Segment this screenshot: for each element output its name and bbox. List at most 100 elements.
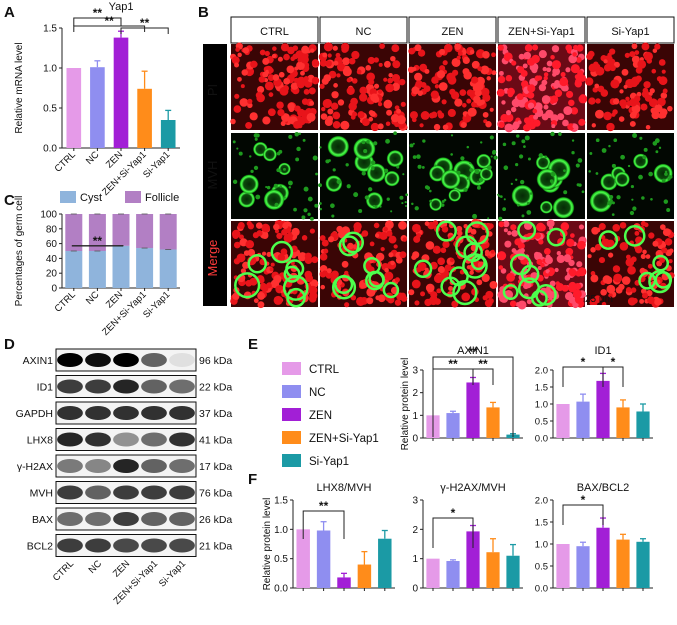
pi-nucleus xyxy=(563,254,571,262)
blot-label-id1: ID1 xyxy=(37,382,54,394)
pi-nucleus xyxy=(560,72,566,78)
mvh-speckle xyxy=(325,160,328,163)
pi-nucleus xyxy=(431,76,439,84)
pi-nucleus xyxy=(603,63,612,72)
mvh-oocyte-ring xyxy=(598,230,619,250)
pi-nucleus xyxy=(627,266,636,275)
pi-nucleus xyxy=(370,122,380,132)
pi-nucleus xyxy=(270,262,275,267)
mvh-speckle xyxy=(232,179,238,184)
blot-lane-label-ctrl: CTRL xyxy=(51,558,76,583)
significance-marker: ** xyxy=(319,499,329,513)
pi-nucleus xyxy=(573,44,579,51)
pi-nucleus xyxy=(511,60,517,66)
blot-band xyxy=(141,405,167,421)
pi-nucleus xyxy=(353,226,361,234)
blot-band xyxy=(57,352,83,368)
pi-nucleus xyxy=(327,108,334,115)
bar-cyst-si-yap1 xyxy=(159,249,177,288)
significance-marker: ** xyxy=(93,6,103,20)
pi-nucleus xyxy=(553,82,560,89)
pi-nucleus xyxy=(439,65,446,72)
pi-nucleus xyxy=(290,56,296,62)
pi-nucleus xyxy=(398,78,406,86)
bar-ctrl xyxy=(556,544,570,588)
pi-nucleus xyxy=(264,81,274,91)
column-header-box-si-yap1 xyxy=(586,16,675,44)
pi-nucleus xyxy=(497,44,504,51)
pi-nucleus xyxy=(243,250,250,256)
pi-nucleus xyxy=(531,54,540,64)
mvh-speckle xyxy=(607,200,613,206)
mvh-speckle xyxy=(422,139,426,143)
y-tick-label: 0 xyxy=(412,584,418,595)
mvh-speckle xyxy=(456,170,461,175)
blot-label-bax: BAX xyxy=(32,514,53,526)
pi-nucleus xyxy=(625,287,632,293)
pi-nucleus xyxy=(557,113,565,121)
row-label-merge: Merge xyxy=(205,240,220,277)
bar-zen-si-yap1 xyxy=(616,539,630,588)
pi-nucleus xyxy=(242,47,250,54)
pi-nucleus xyxy=(233,258,241,265)
pi-nucleus xyxy=(310,48,315,53)
mvh-speckle xyxy=(405,193,408,197)
legend-label-cyst: Cyst xyxy=(80,192,102,204)
pi-nucleus xyxy=(546,60,553,67)
pi-nucleus xyxy=(264,50,270,57)
pi-nucleus xyxy=(432,220,439,226)
pi-nucleus xyxy=(336,73,341,78)
bar-cyst-zen-si-yap1 xyxy=(136,248,154,288)
bar-nc xyxy=(446,561,460,588)
mvh-speckle xyxy=(472,213,478,219)
blot-kda-mvh: 76 kDa xyxy=(199,488,232,500)
significance-marker: * xyxy=(581,355,586,369)
bar-nc xyxy=(90,67,105,148)
pi-nucleus xyxy=(344,270,349,276)
pi-nucleus xyxy=(424,267,429,272)
pi-nucleus xyxy=(432,245,441,254)
pi-nucleus xyxy=(460,122,467,128)
pi-nucleus xyxy=(283,53,290,61)
pi-nucleus xyxy=(482,111,489,118)
bar-cyst-zen xyxy=(112,245,130,288)
mvh-speckle xyxy=(294,131,299,137)
pi-nucleus xyxy=(357,111,365,119)
pi-nucleus xyxy=(562,119,569,127)
significance-marker: ** xyxy=(105,14,115,28)
blot-band xyxy=(57,379,83,394)
pi-nucleus xyxy=(402,237,407,242)
bar-follicle-nc xyxy=(88,214,106,251)
mvh-speckle xyxy=(595,172,599,175)
blot-band xyxy=(169,352,195,368)
significance-bracket xyxy=(432,517,474,548)
pi-nucleus xyxy=(414,72,423,82)
mvh-oocyte-ring xyxy=(386,149,404,168)
mvh-speckle xyxy=(396,165,400,169)
significance-marker: * xyxy=(451,506,456,520)
bar-zen-si-yap1 xyxy=(486,552,500,588)
pi-nucleus xyxy=(625,258,635,267)
pi-nucleus xyxy=(575,56,582,63)
mvh-speckle xyxy=(490,155,493,158)
pi-nucleus xyxy=(537,265,542,271)
pi-nucleus xyxy=(629,78,636,85)
pi-nucleus xyxy=(469,270,474,275)
y-tick-label: 0.5 xyxy=(43,104,57,115)
mvh-speckle xyxy=(434,164,437,167)
y-tick-label: 0.0 xyxy=(43,144,57,155)
bar-follicle-zen-si-yap1 xyxy=(136,214,154,249)
pi-nucleus xyxy=(311,76,320,85)
mvh-speckle xyxy=(288,180,293,186)
mvh-speckle xyxy=(576,183,580,187)
pi-nucleus xyxy=(659,257,666,264)
pi-nucleus xyxy=(585,77,594,86)
pi-nucleus xyxy=(500,268,507,274)
pi-nucleus xyxy=(538,83,547,92)
pi-nucleus xyxy=(502,220,510,228)
blot-kda-axin1: 96 kDa xyxy=(199,355,232,367)
y-tick-label: 2.0 xyxy=(535,366,548,377)
pi-nucleus xyxy=(449,258,455,263)
pi-nucleus xyxy=(359,86,368,95)
pi-nucleus xyxy=(497,251,507,261)
